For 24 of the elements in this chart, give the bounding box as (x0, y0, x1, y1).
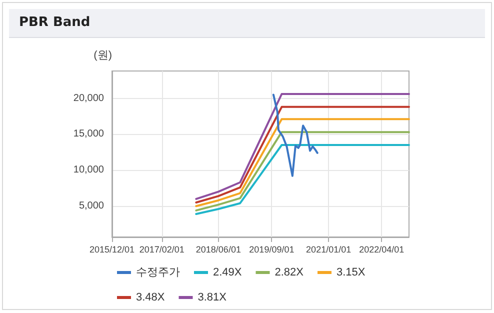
x-tick-label: 2021/01/01 (306, 244, 352, 254)
line-series (272, 94, 318, 177)
legend-label: 2.82X (274, 266, 304, 278)
y-tick-label: 5,000 (78, 200, 104, 212)
line-series (195, 92, 410, 200)
y-tick-label: 10,000 (73, 164, 104, 176)
x-tick-label: 2017/02/01 (139, 244, 184, 254)
x-tick-label: 2019/09/01 (249, 244, 294, 254)
line-series (195, 131, 410, 212)
y-axis-title: (원) (94, 50, 112, 62)
legend-label: 3.15X (336, 266, 366, 278)
line-series (195, 106, 410, 204)
line-series (195, 144, 410, 216)
line-series (195, 118, 410, 208)
legend-label: 2.49X (213, 266, 242, 278)
legend-label: 3.81X (198, 292, 228, 304)
y-tick-label: 15,000 (73, 128, 104, 140)
chart-title: PBR Band (19, 15, 90, 30)
x-tick-label: 2018/06/01 (196, 244, 241, 254)
legend-label: 수정주가 (136, 266, 180, 278)
x-tick-label: 2015/12/01 (89, 244, 135, 254)
y-tick-label: 20,000 (73, 92, 104, 104)
legend-label: 3.48X (136, 292, 166, 304)
x-tick-label: 2022/04/01 (359, 244, 404, 254)
